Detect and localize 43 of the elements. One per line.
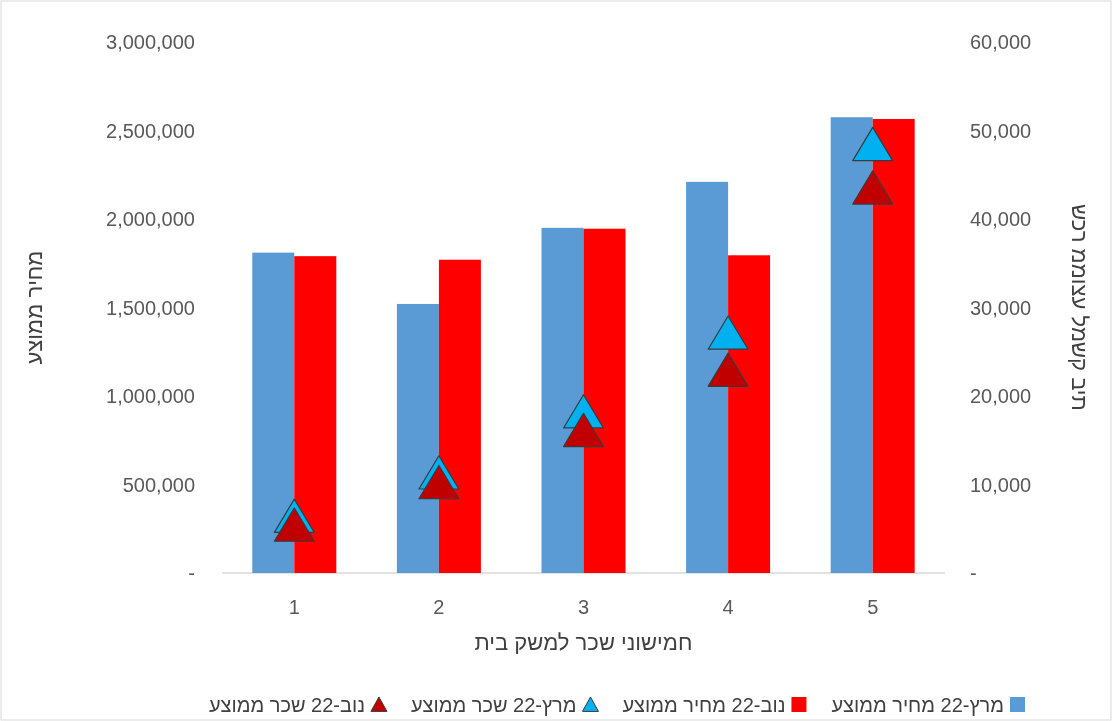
y2-tick-label: 20,000 [970,385,1032,407]
point [707,315,749,350]
y-tick-label: 1,500,000 [106,296,195,319]
y2-tick-label: 30,000 [970,296,1032,319]
y2-tick-label: 50,000 [970,119,1032,142]
bar [541,227,584,573]
x-axis-title: חמישוני שכר למשק בית [474,630,693,655]
x-tick-label: 5 [867,596,879,618]
point [707,352,749,387]
point [852,170,894,205]
x-tick-label: 2 [433,596,445,618]
bar [252,252,295,573]
bar [583,228,626,573]
y-tick-label: 2,500,000 [106,119,195,142]
y2-tick-label: 10,000 [970,473,1032,496]
point [562,412,605,448]
y-tick-label: 500,000 [122,473,195,496]
y-tick-label: 1,000,000 [106,385,195,407]
bar [438,259,481,573]
bar [396,303,439,573]
legend-item: מרץ-22 מחיר ממוצע [831,694,1025,716]
x-tick-label: 4 [722,596,734,618]
bar [728,255,771,573]
y2-tick-label: 60,000 [970,31,1032,53]
y2-axis-title: שכר ממוצע למשק בית [1067,204,1092,411]
x-tick-label: 3 [577,596,590,618]
bar [872,119,915,573]
y2-tick-label: - [970,562,977,584]
legend-item: מרץ-22 שכר ממוצע [410,694,599,716]
legend-item: נוב-22 שכר ממוצע [208,694,388,716]
point [418,464,460,500]
bar [686,181,729,573]
x-tick-label: 1 [288,596,300,618]
point [273,507,315,542]
legend-item: נוב-22 מחיר ממוצע [622,694,807,716]
y-tick-label: 3,000,000 [106,31,195,53]
y2-tick-label: 40,000 [970,208,1032,230]
y-tick-label: 2,000,000 [106,208,195,230]
point [852,126,894,162]
bar [294,256,337,573]
y-axis-title: מחיר ממוצע [22,250,47,365]
y-tick-label: - [188,562,195,584]
bar [830,117,873,573]
